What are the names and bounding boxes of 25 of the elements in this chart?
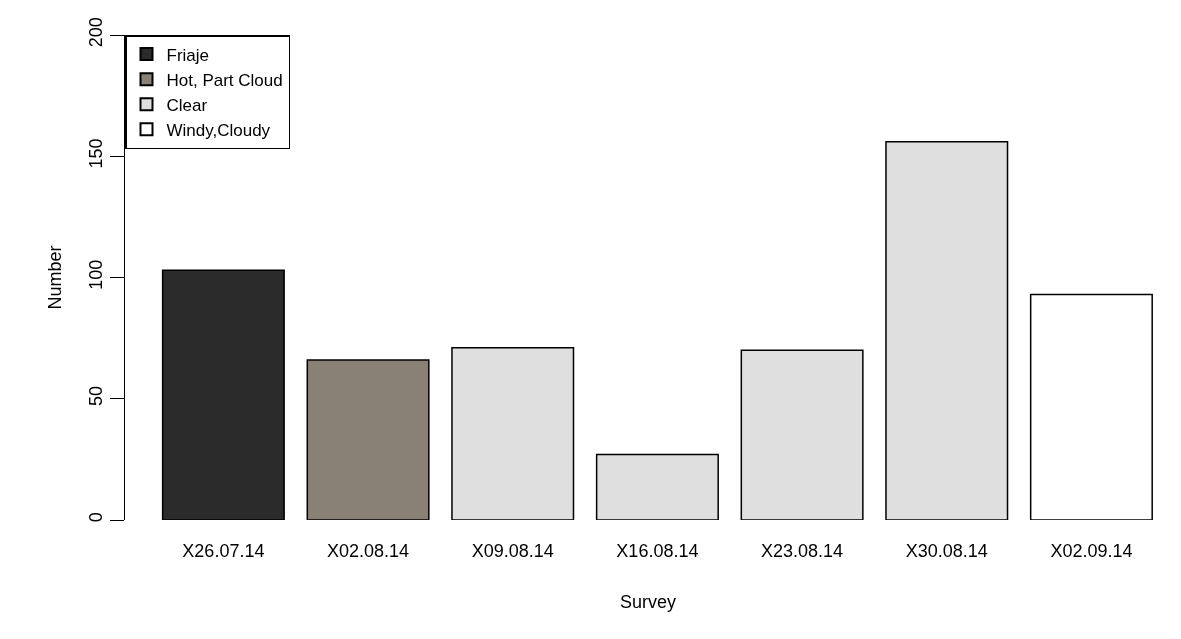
- y-axis-title: Number: [44, 245, 65, 310]
- bar: [885, 140, 1009, 520]
- x-tick-label: X23.08.14: [761, 541, 844, 561]
- x-tick-label: X09.08.14: [471, 541, 554, 561]
- legend-label: Friaje: [166, 45, 210, 65]
- bar: [306, 359, 430, 520]
- legend-label: Clear: [166, 95, 208, 115]
- y-tick-label: 0: [86, 512, 107, 523]
- x-tick-label: X16.08.14: [616, 541, 699, 561]
- bar: [595, 453, 719, 520]
- x-tick-label: X02.09.14: [1050, 541, 1133, 561]
- x-tick-label: X26.07.14: [182, 541, 265, 561]
- x-tick-label: X30.08.14: [905, 541, 988, 561]
- y-tick-label: 200: [86, 17, 107, 48]
- x-axis-title: Survey: [619, 592, 677, 613]
- legend-label: Windy,Cloudy: [166, 120, 271, 140]
- bar: [740, 349, 864, 520]
- bar: [161, 269, 285, 520]
- bar: [1029, 293, 1153, 520]
- y-tick-label: 150: [86, 138, 107, 169]
- bar: [451, 347, 575, 520]
- y-tick-label: 100: [86, 259, 107, 290]
- x-tick-label: X02.08.14: [327, 541, 410, 561]
- legend-label: Hot, Part Cloud: [166, 70, 283, 90]
- y-tick-label: 50: [86, 386, 107, 407]
